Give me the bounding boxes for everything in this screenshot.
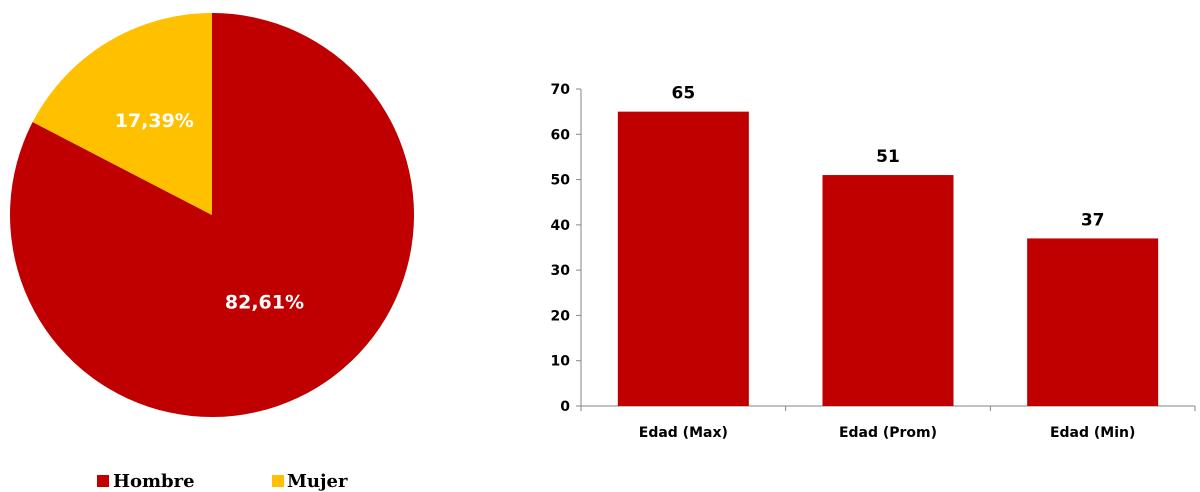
bar-value-label: 37 bbox=[1081, 210, 1105, 230]
bar-3 bbox=[1027, 238, 1159, 406]
bar-value-label: 65 bbox=[671, 84, 695, 104]
x-category-label: Edad (Min) bbox=[1050, 425, 1135, 441]
legend-swatch-hombre bbox=[97, 475, 109, 487]
y-tick-label: 0 bbox=[560, 399, 570, 415]
pie-labels: 82,61% 17,39% bbox=[115, 110, 304, 313]
y-tick-label: 60 bbox=[551, 127, 571, 143]
y-tick-label: 10 bbox=[551, 354, 571, 370]
y-tick-label: 40 bbox=[551, 218, 571, 234]
y-tick-label: 50 bbox=[551, 173, 571, 189]
y-tick-label: 20 bbox=[551, 308, 571, 324]
bar-2 bbox=[822, 175, 954, 406]
pie-label-hombre: 82,61% bbox=[225, 291, 304, 313]
legend-swatch-mujer bbox=[272, 475, 284, 487]
y-tick-label: 30 bbox=[551, 263, 571, 279]
y-tick-label: 70 bbox=[551, 82, 571, 98]
bar-1 bbox=[617, 111, 749, 406]
legend-label-hombre: Hombre bbox=[113, 471, 195, 492]
x-category-label: Edad (Prom) bbox=[839, 425, 937, 441]
legend-label-mujer: Mujer bbox=[287, 471, 348, 492]
bar-chart: 0 10 20 30 40 50 60 70 Edad (Max) Edad (Prom) Edad… bbox=[551, 82, 1196, 441]
pie-slices bbox=[9, 13, 415, 418]
pie-slice-hombre bbox=[9, 13, 415, 418]
x-category-label: Edad (Max) bbox=[639, 425, 728, 441]
pie-slice-mujer bbox=[32, 13, 213, 215]
bar-marks: 65 51 37 bbox=[617, 84, 1159, 406]
pie-chart: 82,61% 17,39% Hombre Mujer bbox=[9, 13, 415, 492]
pie-legend: Hombre Mujer bbox=[97, 471, 348, 492]
bar-axes: 0 10 20 30 40 50 60 70 Edad (Max) Edad (Prom) Edad… bbox=[551, 82, 1196, 441]
pie-label-mujer: 17,39% bbox=[115, 110, 194, 132]
bar-value-label: 51 bbox=[876, 147, 900, 167]
